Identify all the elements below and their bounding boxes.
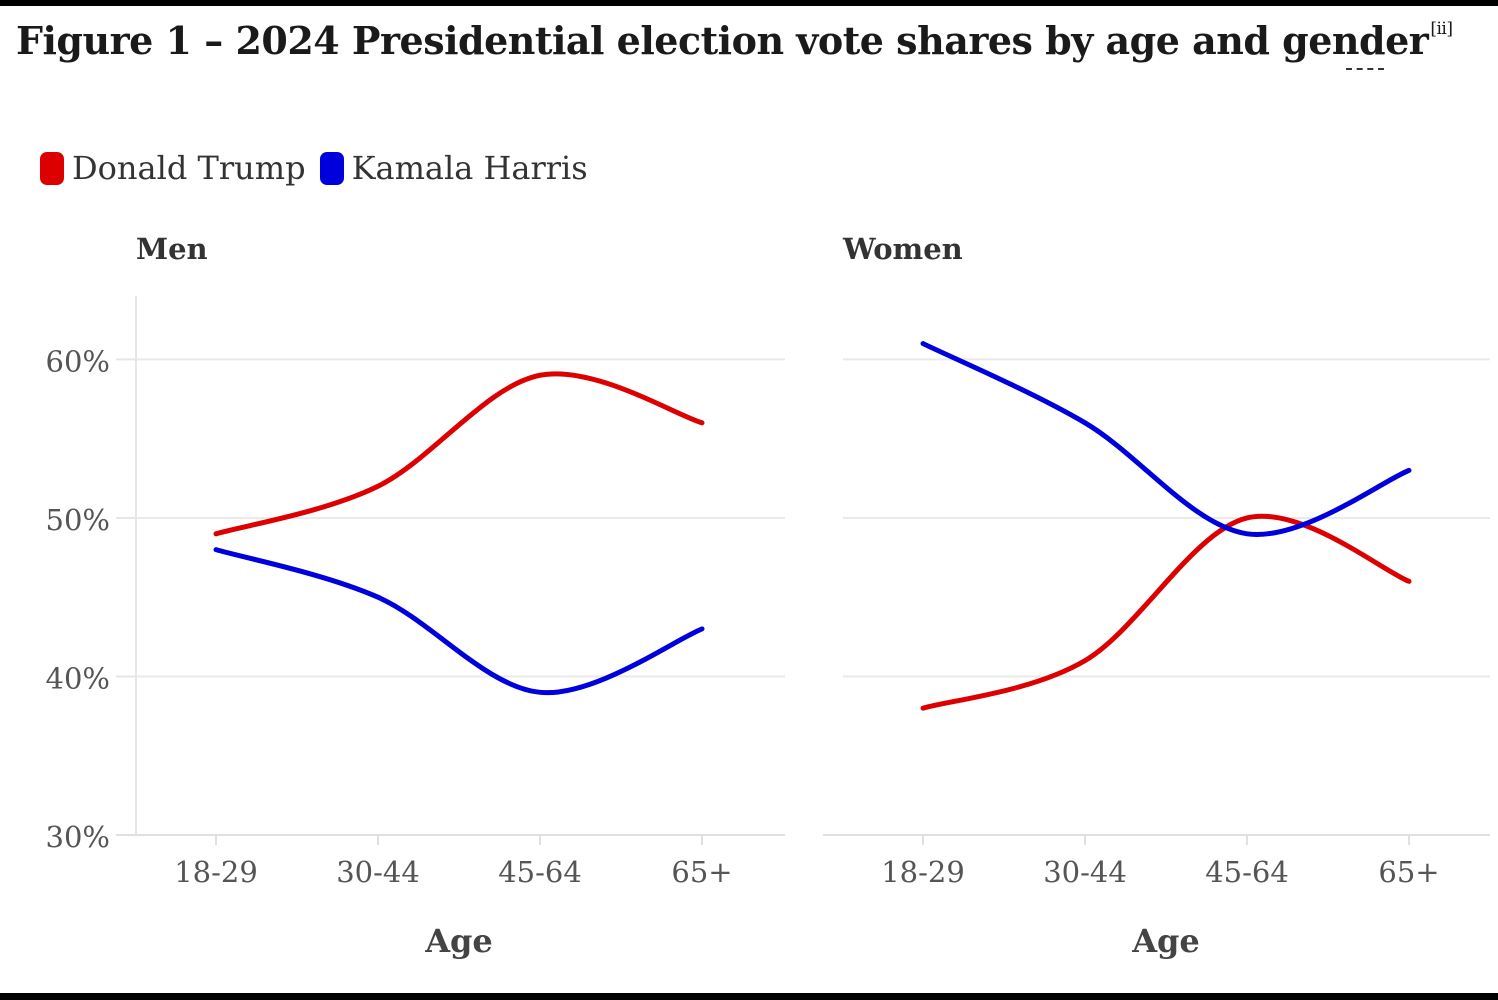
legend-label-trump: Donald Trump (72, 149, 306, 187)
y-tick-label-40: 40% (46, 661, 110, 695)
chart-canvas: Figure 1 – 2024 Presidential election vo… (0, 6, 1498, 993)
series-line-women-trump (920, 513, 1412, 711)
y-tick-label-30: 30% (46, 820, 110, 854)
panel-title-women: Women (842, 232, 963, 266)
x-tick-label-men-2: 45-64 (498, 855, 582, 889)
title-reference-underline (1346, 68, 1384, 70)
x-tick-label-women-0: 18-29 (881, 855, 965, 889)
y-tick-label-50: 50% (46, 503, 110, 537)
chart-svg: 30% 40% 50% 60% Men 18-29 30-44 45-64 65+ Age Wome… (46, 232, 1490, 960)
x-tick-label-women-1: 30-44 (1043, 855, 1127, 889)
chart-title: Figure 1 – 2024 Presidential election vo… (16, 18, 1453, 63)
y-tick-label-60: 60% (46, 344, 110, 378)
legend-label-harris: Kamala Harris (351, 149, 588, 187)
legend-item-harris: Kamala Harris (319, 149, 588, 187)
legend-item-trump: Donald Trump (40, 149, 306, 187)
panel-title-men: Men (136, 232, 208, 266)
series-line-men-trump (213, 371, 705, 537)
x-tick-label-men-3: 65+ (671, 855, 732, 889)
series-line-men-harris (213, 547, 705, 696)
x-tick-label-men-0: 18-29 (174, 855, 258, 889)
legend-swatch-harris (319, 151, 344, 185)
legend: Donald Trump Kamala Harris (40, 149, 602, 187)
x-axis-title-women: Age (1131, 922, 1200, 960)
legend-swatch-trump (40, 151, 64, 185)
series-line-women-harris (920, 341, 1412, 537)
x-tick-label-women-3: 65+ (1378, 855, 1439, 889)
x-tick-label-women-2: 45-64 (1205, 855, 1289, 889)
x-tick-label-men-1: 30-44 (336, 855, 420, 889)
title-reference[interactable]: [ii] (1430, 19, 1453, 39)
x-axis-title-men: Age (424, 922, 493, 960)
